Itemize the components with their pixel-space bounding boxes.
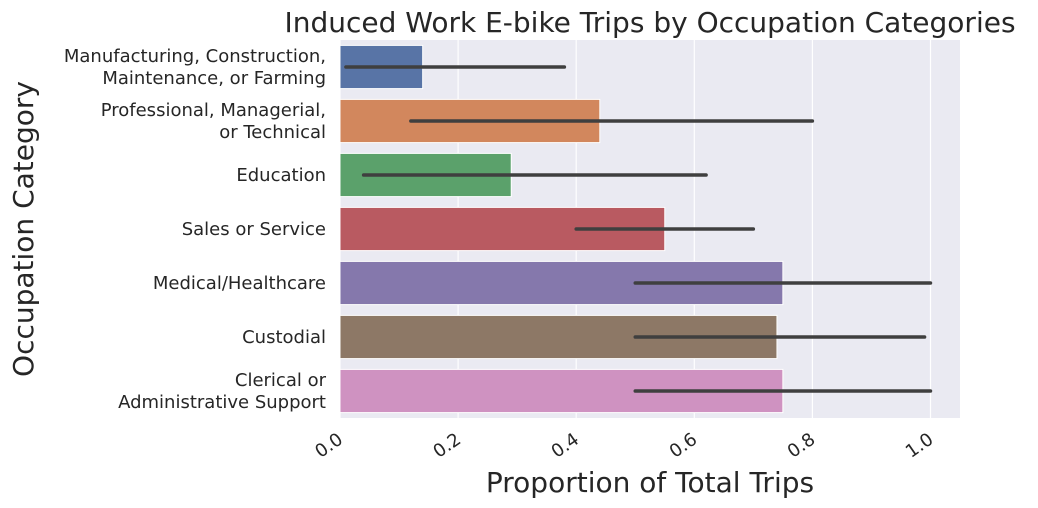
y-tick-label: Clerical or Administrative Support	[118, 370, 327, 413]
x-axis-label: Proportion of Total Trips	[486, 466, 814, 499]
x-tick-label: 0.8	[784, 429, 820, 463]
y-tick-label-line: Professional, Managerial,	[101, 100, 326, 121]
y-tick-label-line: Custodial	[242, 327, 326, 348]
x-tick-labels: 0.0 0.2 0.4 0.6 0.8 1.0	[311, 429, 937, 463]
y-tick-label: Professional, Managerial, or Technical	[101, 100, 326, 143]
x-tick-label: 0.6	[666, 429, 702, 463]
y-tick-label: Education	[236, 165, 326, 186]
x-tick-label: 1.0	[902, 429, 938, 463]
y-tick-label: Manufacturing, Construction, Maintenance,…	[64, 46, 326, 89]
y-tick-label-line: Sales or Service	[182, 219, 326, 240]
x-tick-label: 0.2	[429, 429, 465, 463]
y-tick-label: Custodial	[242, 327, 326, 348]
y-tick-label-line: Manufacturing, Construction,	[64, 46, 326, 67]
x-tick-label: 0.0	[311, 429, 347, 463]
y-tick-label: Sales or Service	[182, 219, 326, 240]
x-tick-label: 0.4	[548, 429, 584, 463]
y-axis-label: Occupation Category	[7, 81, 40, 377]
y-tick-labels: Manufacturing, Construction, Maintenance,…	[64, 46, 327, 413]
y-tick-label-line: Medical/Healthcare	[153, 273, 326, 294]
y-tick-label-line: Maintenance, or Farming	[102, 68, 326, 89]
y-tick-label-line: Clerical or	[235, 370, 327, 391]
error-bars	[344, 65, 933, 393]
y-tick-label: Medical/Healthcare	[153, 273, 326, 294]
y-tick-label-line: or Technical	[219, 122, 326, 143]
y-tick-label-line: Administrative Support	[118, 392, 326, 413]
chart-title: Induced Work E-bike Trips by Occupation …	[284, 6, 1015, 39]
y-tick-label-line: Education	[236, 165, 326, 186]
